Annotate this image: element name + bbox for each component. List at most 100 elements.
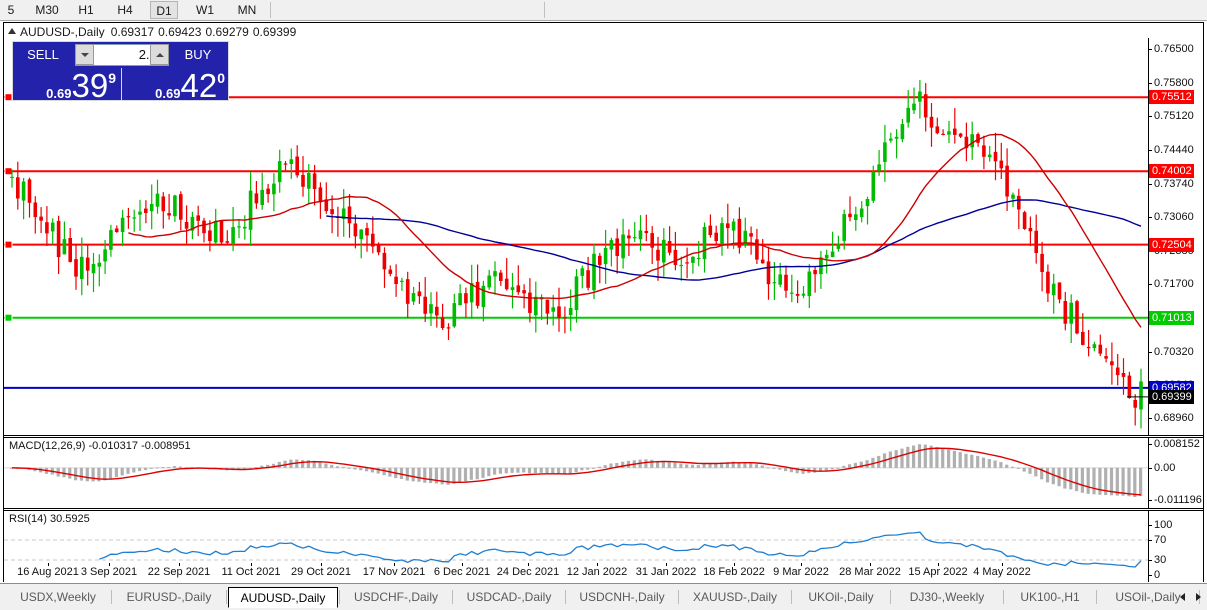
chevron-left-icon: [1180, 593, 1185, 601]
price-tick: [1148, 83, 1152, 85]
symbol-tab-usdcaddaily[interactable]: USDCAD-,Daily: [466, 590, 552, 604]
pane-divider-2b: [4, 510, 1203, 511]
sell-price-display[interactable]: 0.69399: [14, 68, 120, 101]
tab-separator: [1003, 590, 1004, 604]
symbol-tab-audusddaily[interactable]: AUDUSD-,Daily: [228, 587, 338, 608]
tab-separator: [452, 590, 453, 604]
time-tick-label: 15 Apr 2022: [908, 566, 968, 578]
time-tick: [734, 563, 735, 566]
tab-separator: [791, 590, 792, 604]
symbol-tab-uk100h1[interactable]: UK100-,H1: [1020, 590, 1080, 604]
pane-divider-2: [4, 508, 1203, 509]
ohlc-close: 0.69399: [252, 25, 297, 39]
chevron-right-icon: [1196, 593, 1201, 601]
price-level-tag-support[interactable]: 0.71013: [1149, 310, 1194, 325]
price-tick-label: 0.73740: [1154, 178, 1194, 191]
timeframe-5[interactable]: 5: [7, 3, 15, 17]
timeframe-h1[interactable]: H1: [78, 3, 94, 17]
chevron-down-icon: [80, 52, 89, 57]
macd-pane[interactable]: MACD(12,26,9) -0.010317 -0.008951: [4, 438, 1148, 508]
price-chart-svg[interactable]: [4, 38, 1148, 435]
time-tick-label: 4 May 2022: [973, 566, 1031, 578]
tab-scroll-right-button[interactable]: [1192, 589, 1205, 605]
price-tick: [1148, 418, 1152, 420]
symbol-tab-xauusddaily[interactable]: XAUUSD-,Daily: [692, 590, 777, 604]
price-tick-label: 0.75800: [1154, 77, 1194, 90]
price-axis[interactable]: 0.76500 0.75800 0.75120 0.74440 0.73740 0.730…: [1148, 38, 1203, 435]
rsi-tick: [1148, 540, 1152, 541]
price-tick-label: 0.76500: [1154, 42, 1194, 55]
rsi-axis-line: [1148, 511, 1149, 582]
chevron-up-icon: [155, 52, 164, 57]
price-tick-label: 0.74440: [1154, 143, 1194, 156]
ohlc-low: 0.69279: [205, 25, 249, 39]
price-tick-label: 0.75120: [1154, 110, 1194, 123]
macd-tick-label: 0.008152: [1154, 438, 1200, 451]
one-click-trading-panel[interactable]: SELL 2.00 BUY 0.69399 0.69420: [12, 41, 229, 101]
macd-tick-label: -0.011196: [1154, 493, 1202, 506]
time-tick-label: 28 Mar 2022: [839, 566, 901, 578]
time-tick: [109, 563, 110, 566]
symbol-tab-eurusddaily[interactable]: EURUSD-,Daily: [126, 590, 212, 604]
timeframe-d1[interactable]: D1: [150, 1, 178, 19]
symbol-tab-usdchfdaily[interactable]: USDCHF-,Daily: [354, 590, 438, 604]
buy-button[interactable]: BUY: [184, 47, 212, 62]
time-tick: [179, 563, 180, 566]
sell-price-prefix: 0.69: [46, 86, 72, 101]
timeframe-mn[interactable]: MN: [237, 3, 257, 17]
time-tick: [870, 563, 871, 566]
one-click-divider: [121, 68, 122, 101]
timeframe-m30[interactable]: M30: [35, 3, 59, 17]
time-tick-label: 16 Aug 2021: [17, 566, 79, 578]
rsi-tick: [1148, 575, 1152, 576]
timeframe-toolbar: 5 M30 H1 H4 D1 W1 MN: [0, 0, 1207, 21]
price-level-tag-resistance[interactable]: 0.75512: [1149, 90, 1194, 105]
tab-scroll-left-button[interactable]: [1176, 589, 1189, 605]
time-tick: [666, 563, 667, 566]
rsi-label: RSI(14) 30.5925: [9, 513, 90, 525]
chart-ohlc: 0.69317 0.69423 0.69279 0.69399: [111, 25, 301, 39]
buy-price-display[interactable]: 0.69420: [124, 68, 229, 101]
time-axis[interactable]: 16 Aug 2021 3 Sep 2021 22 Sep 2021 11 Oct 2…: [4, 563, 1148, 581]
price-pane[interactable]: [4, 38, 1148, 435]
volume-decrease-button[interactable]: [75, 44, 94, 65]
timeframe-w1[interactable]: W1: [196, 3, 214, 17]
tab-separator: [226, 590, 227, 604]
volume-increase-button[interactable]: [150, 44, 169, 65]
rsi-axis: 100 70 30 0: [1148, 511, 1203, 582]
sell-button[interactable]: SELL: [27, 47, 59, 62]
symbol-tab-ukoildaily[interactable]: UKOil-,Daily: [808, 590, 874, 604]
symbol-tab-usdxweekly[interactable]: USDX,Weekly: [20, 590, 96, 604]
price-level-tag-last-price[interactable]: 0.69399: [1149, 389, 1194, 404]
time-tick-label: 29 Oct 2021: [291, 566, 351, 578]
time-tick-label: 11 Oct 2021: [221, 566, 281, 578]
symbol-tab-dj30weekly[interactable]: DJ30-,Weekly: [909, 590, 985, 604]
macd-axis-line: [1148, 438, 1149, 508]
symbol-tab-usoildaily[interactable]: USOil-,Daily: [1115, 590, 1181, 604]
timeframe-h4[interactable]: H4: [117, 3, 133, 17]
rsi-tick: [1148, 525, 1152, 526]
rsi-tick-label: 30: [1154, 554, 1167, 566]
price-tick-label: 0.73060: [1154, 211, 1194, 224]
price-tick: [1148, 284, 1152, 286]
rsi-chart-svg[interactable]: [4, 511, 1148, 582]
price-level-tag-resistance[interactable]: 0.72504: [1149, 237, 1194, 252]
price-axis-line: [1148, 38, 1149, 435]
toolbar-separator-2: [544, 2, 545, 18]
time-tick: [48, 563, 49, 566]
time-tick: [1002, 563, 1003, 566]
macd-chart-svg[interactable]: [4, 438, 1148, 508]
collapse-triangle-icon[interactable]: [8, 28, 16, 34]
time-tick-label: 31 Jan 2022: [635, 566, 697, 578]
price-level-tag-resistance[interactable]: 0.74002: [1149, 164, 1194, 179]
buy-price-main: 42: [180, 68, 218, 101]
symbol-tab-usdcnhdaily[interactable]: USDCNH-,Daily: [579, 590, 665, 604]
macd-axis: 0.008152 0.00 -0.011196: [1148, 438, 1203, 508]
rsi-pane[interactable]: RSI(14) 30.5925: [4, 511, 1148, 582]
tab-separator: [339, 590, 340, 604]
pane-divider-1b: [4, 437, 1203, 438]
time-tick: [321, 563, 322, 566]
price-tick: [1148, 184, 1152, 186]
pane-divider-1: [4, 435, 1203, 436]
rsi-tick-label: 70: [1154, 534, 1167, 546]
